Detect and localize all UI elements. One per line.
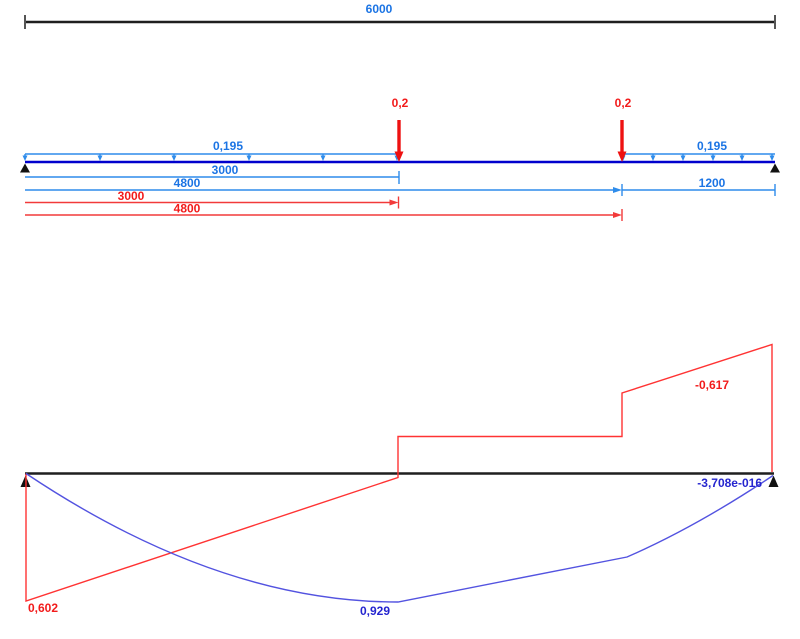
moment-right-value-label: -3,708e-016: [697, 476, 762, 490]
udl-right: 0,195: [620, 139, 775, 161]
support-left-icon: [20, 163, 30, 173]
point-load-2: 0,2: [615, 96, 632, 162]
overall-dimension: 6000: [24, 2, 776, 29]
diagram-support-right-icon: [768, 475, 779, 487]
dimension-blue-3000-label: 3000: [212, 163, 239, 177]
udl-left: 0,195: [22, 139, 400, 161]
right-arrowhead-icon: [389, 199, 399, 206]
shear-right-value-label: -0,617: [695, 378, 729, 392]
down-arrow-icon: [97, 154, 103, 161]
moment-max-value-label: 0,929: [360, 604, 390, 618]
down-arrow-icon: [680, 154, 686, 161]
point-load-1: 0,2: [392, 96, 409, 162]
right-arrowhead-icon: [613, 187, 622, 193]
down-arrow-icon: [710, 154, 716, 161]
result-diagram: 0,602 -0,617 0,929 -3,708e-016: [20, 343, 779, 618]
down-arrow-icon: [769, 154, 775, 161]
point-load-1-value-label: 0,2: [392, 96, 409, 110]
dimension-red-3000: 3000: [25, 189, 400, 209]
point-load-2-arrowhead-icon: [617, 151, 627, 162]
down-arrow-icon: [739, 154, 745, 161]
down-arrow-icon: [22, 154, 28, 161]
down-arrow-icon: [246, 154, 252, 161]
udl-right-arrows: [620, 154, 775, 161]
point-load-2-value-label: 0,2: [615, 96, 632, 110]
right-arrowhead-icon: [613, 212, 622, 218]
down-arrow-icon: [650, 154, 656, 161]
dimension-blue-3000: 3000: [25, 163, 400, 184]
dimension-rows: 3000 4800 1200 3000 4800: [25, 163, 776, 221]
dimension-red-4800-label: 4800: [174, 202, 201, 216]
point-load-1-arrowhead-icon: [394, 151, 404, 162]
support-right-icon: [770, 163, 780, 173]
udl-right-value-label: 0,195: [697, 139, 727, 153]
shear-diagram-curve: [25, 343, 773, 602]
moment-diagram-curve: [25, 472, 774, 603]
down-arrow-icon: [171, 154, 177, 161]
udl-left-arrows: [22, 154, 400, 161]
dimension-blue-1200-label: 1200: [699, 176, 726, 190]
overall-length-label: 6000: [366, 2, 393, 16]
udl-left-value-label: 0,195: [213, 139, 243, 153]
dimension-blue-4800-label: 4800: [174, 176, 201, 190]
dimension-red-4800: 4800: [25, 202, 623, 221]
beam-model: 0,195 0,195 0,2: [20, 96, 780, 173]
shear-left-value-label: 0,602: [28, 601, 58, 615]
dimension-red-3000-label: 3000: [118, 189, 145, 203]
down-arrow-icon: [320, 154, 326, 161]
dimension-blue-4800-1200: 4800 1200: [25, 176, 776, 196]
